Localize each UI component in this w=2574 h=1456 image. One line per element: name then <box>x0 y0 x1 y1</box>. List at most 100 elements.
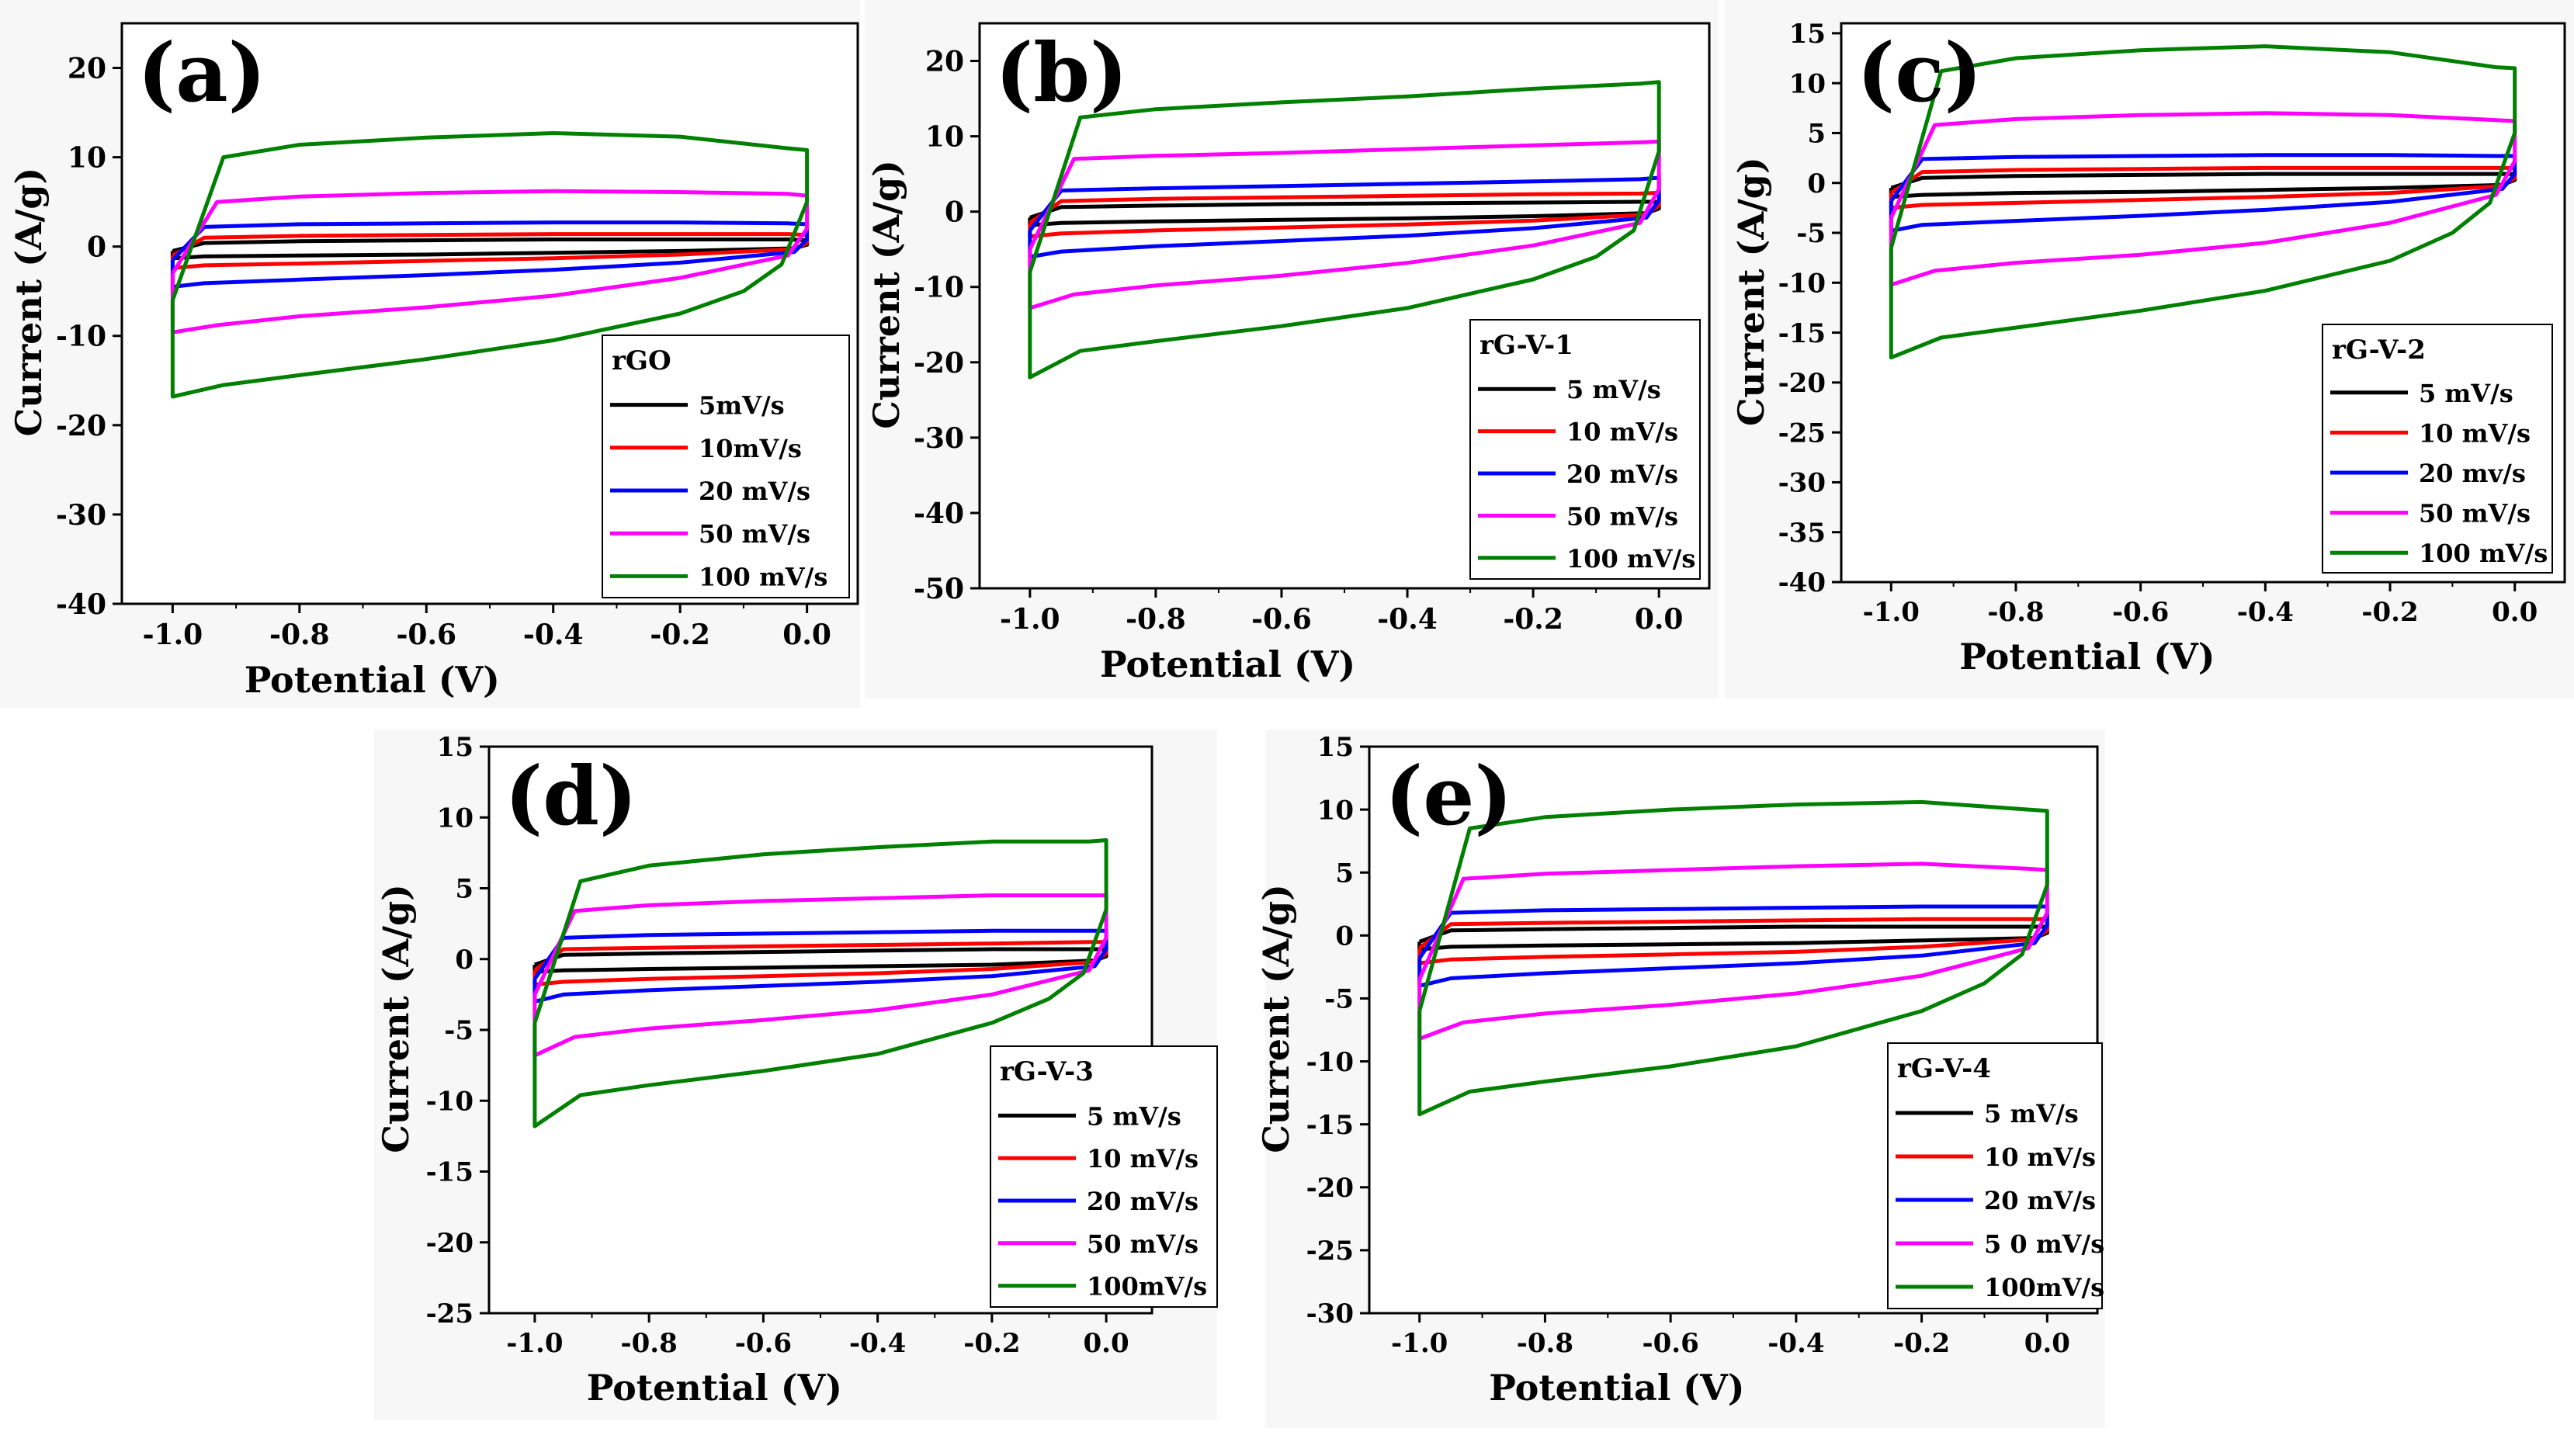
panel-d-series-1 <box>532 947 1108 974</box>
panel-c-ytick-label: 10 <box>1789 68 1826 99</box>
panel-e-xtick-label: -0.8 <box>1517 1328 1573 1359</box>
panel-a-ytick-label: -40 <box>56 588 106 621</box>
panel-c-legend-entry: 10 mV/s <box>2419 418 2531 448</box>
panel-a-xtick-label: -0.4 <box>523 619 584 651</box>
panel-c-ytick-label: -20 <box>1778 368 1826 399</box>
panel-d-label: (d) <box>505 748 637 844</box>
panel-d-series-3 <box>532 928 1108 1004</box>
panel-a-legend <box>602 335 850 598</box>
panel-c-xtick-label: -0.4 <box>2237 597 2294 628</box>
panel-d-ytick-label: -20 <box>426 1228 474 1259</box>
panel-a-xtick-label: -0.6 <box>396 619 456 651</box>
panel-e-ytick-label: 0 <box>1335 921 1354 952</box>
panel-e-ytick-label: 5 <box>1335 858 1354 889</box>
panel-a-legend-entry: 10mV/s <box>699 434 802 463</box>
panel-e-series-1 <box>1417 924 2049 952</box>
panel-b-ytick-label: -50 <box>914 573 964 605</box>
panel-e-legend-entry: 5 mV/s <box>1984 1099 2079 1128</box>
panel-c-ytick-label: -25 <box>1778 418 1826 449</box>
panel-b-series-group <box>1028 80 1661 380</box>
panel-e-legend-entry: 100mV/s <box>1984 1273 2104 1302</box>
panel-e-xtick-label: 0.0 <box>2024 1328 2070 1359</box>
panel-b-series-2 <box>1028 190 1661 239</box>
panel-a-series-3 <box>170 220 810 289</box>
panel-c-xtick-label: 0.0 <box>2492 597 2538 628</box>
panel-c-series-5 <box>1889 44 2517 360</box>
panel-c-series-3 <box>1889 153 2517 233</box>
panel-c-ytick-label: 5 <box>1807 119 1826 150</box>
panel-c-xtick-label: -0.8 <box>1987 597 2044 628</box>
panel-d-ytick-label: -25 <box>426 1298 474 1329</box>
panel-a-legend-title: rGO <box>612 345 671 376</box>
panel-b-xtick-label: -0.6 <box>1251 603 1312 636</box>
panel-b-xtick-label: -0.2 <box>1503 603 1563 636</box>
panel-b-series-1 <box>1028 199 1661 227</box>
panel-b-legend-entry: 20 mV/s <box>1566 459 1678 489</box>
panel-a-xtick-label: -0.8 <box>269 619 330 651</box>
panel-b-xtick-label: 0.0 <box>1635 603 1684 636</box>
panel-c-ytick-label: -30 <box>1778 468 1826 499</box>
panel-e-ytick-label: -5 <box>1324 984 1354 1015</box>
panel-c-legend-entry: 20 mv/s <box>2419 459 2526 488</box>
panel-c-series-4 <box>1889 111 2517 287</box>
panel-a-series-4 <box>170 189 810 335</box>
panel-e-ytick-label: -20 <box>1306 1173 1354 1204</box>
panel-b-ytick-label: 0 <box>945 196 964 229</box>
panel-a-legend-entry: 20 mV/s <box>699 477 810 506</box>
panel-e-legend <box>1887 1042 2103 1309</box>
panel-c-legend-entry: 5 mV/s <box>2419 379 2513 408</box>
panel-c-xtick-label: -0.6 <box>2112 597 2169 628</box>
panel-d-series-2 <box>532 940 1108 987</box>
panel-c-series-group <box>1889 44 2517 360</box>
panel-c-ytick-label: -15 <box>1778 318 1826 349</box>
panel-d-ytick-label: 15 <box>437 732 474 763</box>
panel-b-legend-entry: 10 mV/s <box>1566 418 1678 447</box>
panel-e-ytick-label: 15 <box>1317 732 1354 763</box>
panel-a-ytick-label: 10 <box>68 142 106 175</box>
panel-b-xtick-label: -0.4 <box>1377 603 1438 636</box>
panel-d-xtick-label: -0.8 <box>621 1328 678 1359</box>
panel-e-xtick-label: -0.4 <box>1767 1328 1824 1359</box>
panel-a-legend-entry: 100 mV/s <box>699 562 827 591</box>
panel-b-xtick-label: -0.8 <box>1126 603 1186 636</box>
panel-b-ytick-label: -10 <box>914 272 964 304</box>
panel-e-series-4 <box>1417 861 2049 1041</box>
panel-e-series-2 <box>1417 917 2049 965</box>
panel-e: -1.0 -0.8 -0.6 -0.4 -0.2 0.0 -30 -25 -20 -15 -10 -5… <box>1255 732 2104 1409</box>
panel-c-xlabel: Potential (V) <box>1959 636 2215 678</box>
panel-c-ytick-label: 0 <box>1807 168 1826 199</box>
panel-b: -1.0 -0.8 -0.6 -0.4 -0.2 0.0 -50 -40 -30 -20 -10 0 1… <box>866 22 1711 685</box>
panel-e-legend-entry: 10 mV/s <box>1984 1142 2096 1172</box>
panel-c-ytick-label: -10 <box>1778 269 1826 300</box>
panel-d-ytick-label: -5 <box>444 1015 474 1046</box>
panel-e-xtick-label: -1.0 <box>1391 1328 1448 1359</box>
panel-a-label: (a) <box>137 25 266 120</box>
panel-b-ytick-label: -30 <box>914 422 964 455</box>
panel-c-ytick-label: -5 <box>1796 218 1826 249</box>
panel-e-ylabel: Current (A/g) <box>1255 884 1297 1153</box>
panel-e-legend-entry: 5 0 mV/s <box>1984 1229 2104 1259</box>
panel-e-ytick-label: -15 <box>1306 1110 1354 1141</box>
panel-d-series-4 <box>532 893 1108 1058</box>
panel-e-ytick-label: -10 <box>1306 1047 1354 1078</box>
panel-d-series-5 <box>532 838 1108 1128</box>
panel-b-ytick-label: -20 <box>914 347 964 380</box>
panel-e-ytick-label: -25 <box>1306 1236 1354 1267</box>
panel-c-series-2 <box>1889 165 2517 210</box>
panel-c-xtick-label: -1.0 <box>1863 597 1920 628</box>
panel-d-ytick-label: 10 <box>437 803 474 834</box>
panel-b-ylabel: Current (A/g) <box>866 160 907 429</box>
panel-c-legend <box>2322 324 2553 574</box>
panel-b-series-3 <box>1028 175 1661 259</box>
panel-d-legend <box>990 1045 1218 1308</box>
panel-a-ytick-label: 0 <box>87 231 106 264</box>
panel-c-label: (c) <box>1857 25 1983 120</box>
panel-d-ytick-label: -10 <box>426 1086 474 1117</box>
panel-d-legend-entry: 5 mV/s <box>1087 1101 1181 1131</box>
panel-e-xlabel: Potential (V) <box>1489 1367 1744 1409</box>
panel-a-ylabel: Current (A/g) <box>8 168 50 437</box>
panel-d-xtick-label: -0.2 <box>963 1328 1020 1359</box>
panel-b-legend-title: rG-V-1 <box>1480 330 1573 361</box>
panel-a-xtick-label: -1.0 <box>143 619 203 651</box>
